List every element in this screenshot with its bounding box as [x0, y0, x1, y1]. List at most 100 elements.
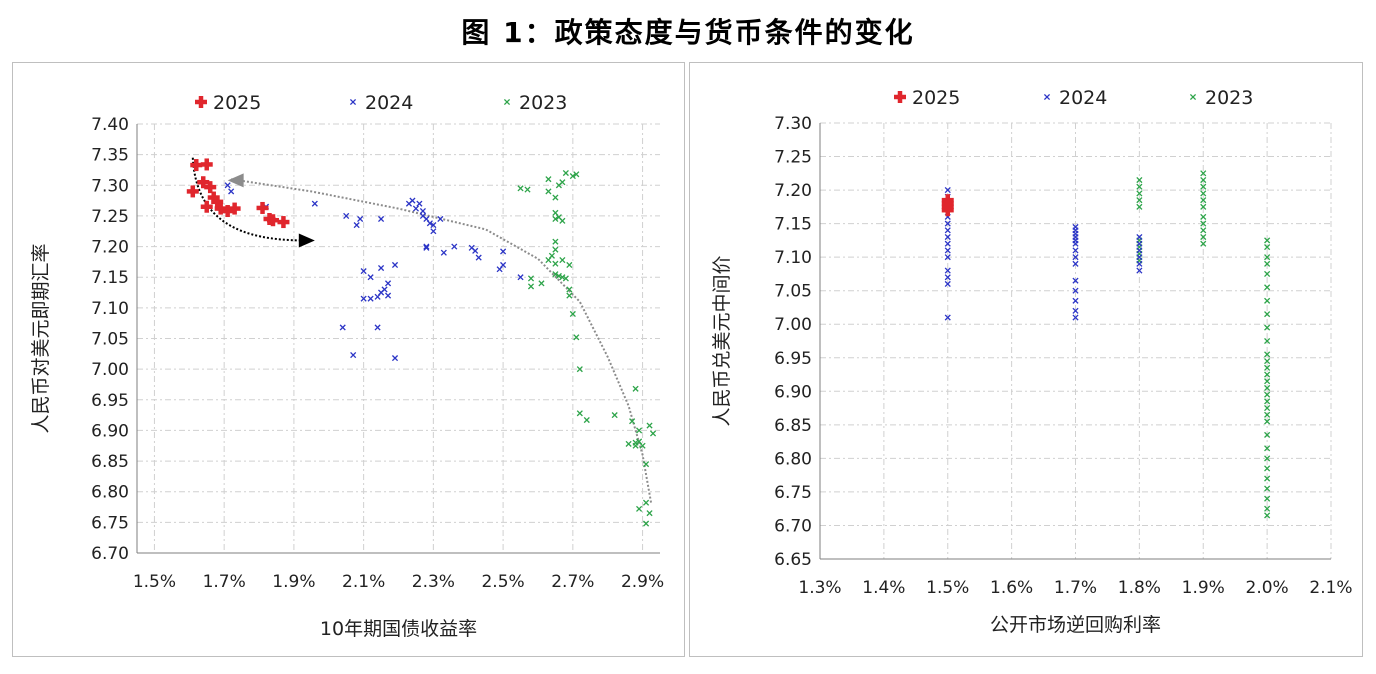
left-point-2023: [559, 179, 566, 186]
left-point-2023: [559, 274, 566, 281]
left-y-tick-label: 6.70: [91, 544, 129, 564]
right-point-2023: [1264, 254, 1271, 261]
left-point-2023: [629, 418, 636, 425]
left-point-2024: [430, 228, 437, 235]
left-point-2024: [343, 212, 350, 219]
right-y-tick-label: 7.25: [774, 148, 812, 168]
right-point-2023: [1200, 197, 1207, 204]
right-point-2024: [944, 240, 951, 247]
right-legend-label-2025: 2025: [912, 87, 960, 109]
left-point-2024: [440, 249, 447, 256]
left-trend-curve: [230, 178, 653, 505]
left-point-2024: [367, 274, 374, 281]
left-point-2023: [552, 260, 559, 267]
left-point-2024: [374, 324, 381, 331]
left-point-2024: [378, 215, 385, 223]
left-point-2023: [566, 292, 573, 299]
left-point-2023: [552, 271, 559, 278]
left-point-2024: [311, 200, 318, 207]
left-point-2023: [569, 310, 576, 318]
right-legend-label-2024: 2024: [1059, 87, 1107, 109]
left-point-2023: [545, 176, 552, 183]
left-point-2024: [224, 182, 231, 189]
left-point-2025: [221, 205, 234, 218]
right-point-2023: [1136, 176, 1143, 184]
left-y-tick-label: 6.80: [91, 483, 129, 503]
left-point-2023: [632, 385, 639, 392]
left-point-2023: [642, 520, 650, 527]
right-point-2023: [1264, 364, 1271, 371]
left-point-2024: [500, 248, 507, 255]
right-point-2023: [1264, 358, 1271, 365]
figure-title: 图 1：政策态度与货币条件的变化: [461, 16, 915, 49]
right-x-tick-label: 1.6%: [990, 578, 1033, 598]
left-point-2025: [204, 181, 217, 194]
left-point-2024: [472, 247, 479, 254]
left-point-2024: [437, 215, 444, 223]
left-point-2023: [538, 280, 545, 287]
right-point-2023: [1264, 371, 1271, 378]
left-point-2024: [384, 292, 392, 299]
left-x-tick-label: 1.5%: [133, 572, 176, 592]
right-point-2023: [1264, 244, 1271, 251]
right-point-2024: [1136, 260, 1143, 267]
left-point-2025: [277, 216, 290, 229]
right-point-2024: [1136, 233, 1143, 241]
right-legend-marker-2025: [894, 91, 906, 103]
left-point-2023: [552, 215, 559, 223]
right-point-2024: [944, 267, 951, 274]
right-point-2024: [944, 233, 951, 241]
left-trend-arrowhead: [227, 173, 244, 188]
right-point-2023: [1264, 260, 1271, 267]
left-point-2024: [391, 355, 399, 362]
left-point-2024: [426, 220, 433, 227]
right-point-2023: [1264, 391, 1271, 398]
right-point-2024: [944, 247, 951, 254]
left-legend-label-2025: 2025: [213, 92, 261, 114]
left-point-2023: [632, 442, 639, 449]
left-point-2024: [374, 293, 381, 300]
left-point-2023: [555, 272, 562, 280]
right-point-2024: [1136, 240, 1143, 247]
left-point-2024: [228, 188, 235, 195]
left-point-2024: [391, 261, 399, 269]
left-point-2023: [517, 185, 524, 192]
right-point-2024: [944, 254, 951, 261]
right-y-tick-label: 7.00: [774, 315, 812, 335]
left-point-2023: [625, 440, 632, 447]
right-point-2023: [1200, 183, 1207, 190]
left-point-2025: [256, 201, 269, 214]
right-point-2024: [1136, 254, 1143, 261]
right-point-2023: [1264, 455, 1271, 462]
left-point-2023: [573, 171, 580, 178]
right-point-2024: [1136, 267, 1143, 274]
right-x-tick-label: 2.0%: [1246, 578, 1289, 598]
right-x-tick-label: 1.7%: [1054, 578, 1097, 598]
left-y-tick-label: 7.15: [91, 268, 129, 288]
left-point-2023: [552, 246, 559, 253]
right-point-2023: [1264, 311, 1271, 318]
left-scatter-chart: 6.70 6.75 6.80 6.85 6.90 6.95 7.00 7.05 7.10 7.15…: [30, 92, 664, 640]
right-point-2023: [1264, 398, 1271, 405]
right-point-2024: [1136, 247, 1143, 254]
left-point-2023: [649, 430, 657, 437]
right-point-2024: [944, 220, 951, 227]
left-x-tick-label: 2.7%: [551, 572, 594, 592]
left-point-2024: [416, 200, 423, 207]
left-point-2024: [423, 244, 430, 251]
right-y-tick-label: 7.30: [774, 114, 812, 134]
right-y-tick-label: 7.10: [774, 248, 812, 268]
right-point-2024: [944, 274, 951, 281]
left-y-tick-label: 7.10: [91, 299, 129, 319]
right-point-2024: [944, 280, 951, 288]
left-point-2025: [200, 158, 213, 171]
left-legend-label-2024: 2024: [365, 92, 413, 114]
left-x-tick-label: 2.5%: [481, 572, 524, 592]
right-point-2024: [1072, 254, 1079, 261]
left-y-tick-label: 7.25: [91, 207, 129, 227]
right-x-tick-label: 1.3%: [798, 578, 841, 598]
left-x-tick-label: 2.1%: [342, 572, 385, 592]
right-point-2023: [1264, 505, 1271, 512]
right-y-tick-label: 6.70: [774, 516, 812, 536]
left-point-2024: [496, 266, 503, 273]
